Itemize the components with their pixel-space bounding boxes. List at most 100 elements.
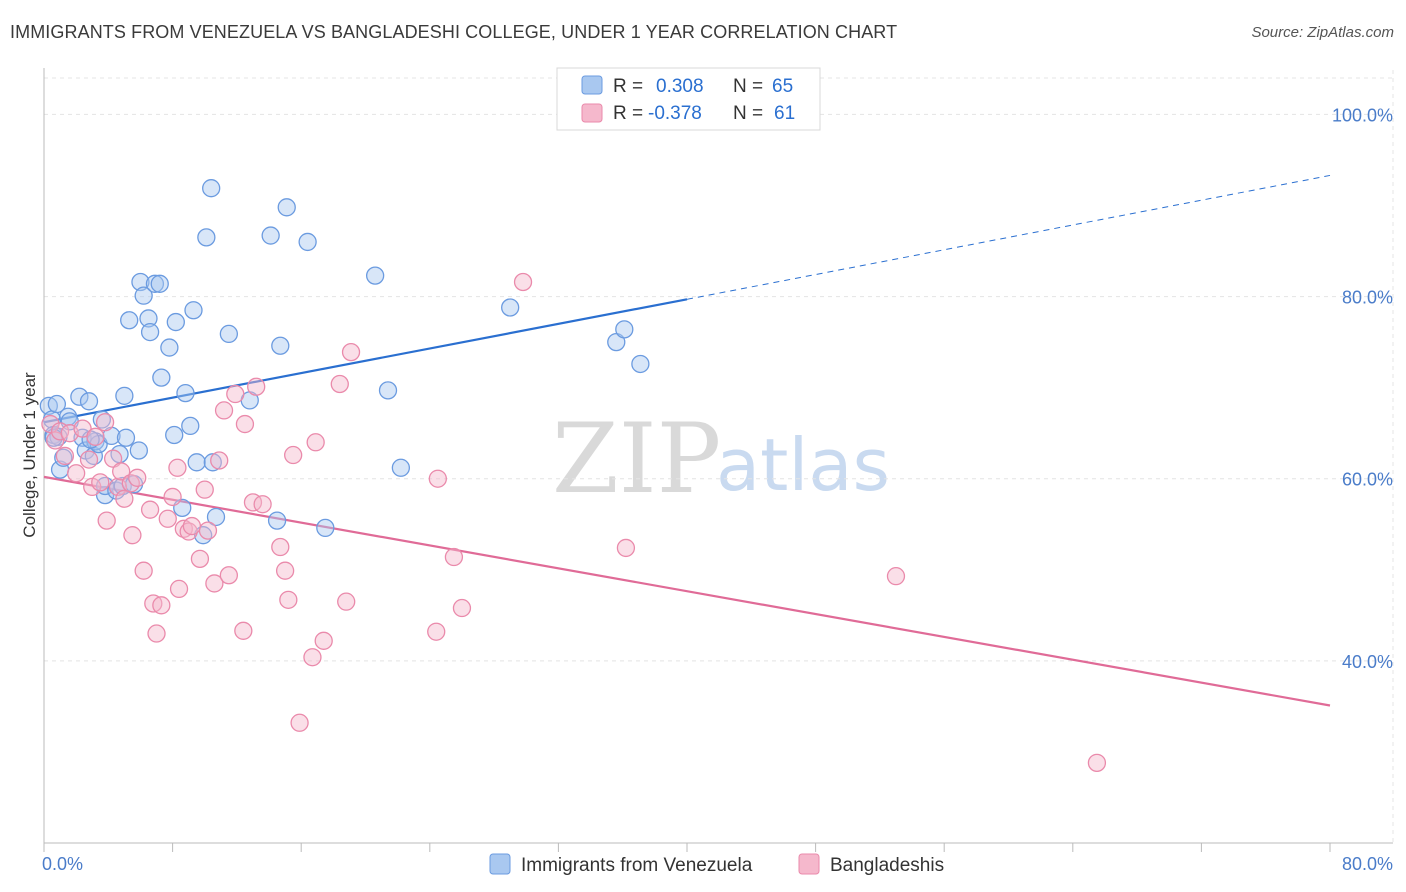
bangladeshi-point-61: [616, 538, 636, 558]
bangladeshi-point-3: [55, 446, 75, 466]
bangladeshi-point-6: [73, 419, 92, 438]
venezuela-point-42: [187, 453, 206, 472]
legend-n-value-blue: 65: [772, 76, 793, 97]
venezuela-point-33: [150, 274, 169, 293]
bangladeshi-point-15: [112, 462, 131, 481]
venezuela-point-41: [184, 301, 203, 320]
bangladeshi-point-27: [168, 458, 187, 477]
venezuela-point-54: [298, 232, 317, 252]
bangladeshi-point-48: [284, 445, 303, 465]
bangladeshi-point-10: [91, 473, 110, 492]
venezuela-point-56: [365, 266, 385, 285]
bangladeshi-point-16: [115, 489, 134, 508]
venezuela-point-59: [501, 298, 520, 317]
bangladeshi-point-63: [1087, 753, 1107, 773]
y-axis-label: College, Under 1 year: [20, 372, 39, 538]
bangladeshi-point-39: [226, 384, 245, 404]
series-venezuela-points: [39, 179, 650, 545]
venezuela-point-35: [160, 338, 179, 357]
bangladeshi-point-59: [452, 598, 472, 618]
watermark-zip: ZIP: [552, 403, 721, 515]
venezuela-point-40: [181, 416, 200, 436]
venezuela-point-44: [197, 228, 216, 247]
venezuela-point-48: [219, 324, 239, 344]
bangladeshi-point-25: [158, 509, 177, 528]
venezuela-point-28: [131, 272, 150, 292]
bangladeshi-point-26: [163, 487, 182, 507]
bangladeshi-point-60: [513, 272, 533, 292]
venezuela-point-29: [134, 286, 153, 305]
bangladeshi-point-37: [214, 401, 234, 420]
bangladeshi-point-20: [134, 561, 153, 580]
legend-swatch-venezuela: [489, 853, 511, 875]
y-tick-label-3: 100.0%: [1332, 105, 1393, 125]
axes: [43, 68, 1393, 852]
bangladeshi-point-12: [97, 511, 116, 530]
legend-n-label-pink: N =: [733, 103, 763, 124]
legend-stats-swatch-blue: [581, 75, 603, 95]
legend-r-value-pink: -0.378: [648, 103, 702, 124]
watermark-atlas: atlas: [716, 423, 890, 507]
y-tick-label-0: 40.0%: [1342, 652, 1393, 672]
chart-title: IMMIGRANTS FROM VENEZUELA VS BANGLADESHI…: [10, 22, 898, 42]
legend-stats: R = 0.308 N = 65 R = -0.378 N = 61: [556, 67, 821, 131]
bangladeshi-point-23: [147, 624, 166, 643]
venezuela-point-12: [79, 392, 99, 411]
venezuela-point-34: [152, 368, 171, 387]
bangladeshi-point-30: [179, 522, 198, 541]
venezuela-point-16: [92, 410, 112, 429]
legend-n-label-blue: N =: [733, 76, 763, 97]
bangladeshi-point-36: [210, 451, 229, 470]
legend-swatch-bangladeshi: [798, 853, 820, 875]
venezuela-point-39: [176, 383, 195, 403]
bangladeshi-point-51: [330, 374, 349, 394]
bangladeshi-point-62: [886, 567, 906, 586]
x-tick-label-min: 0.0%: [42, 854, 83, 874]
venezuela-point-3: [47, 394, 67, 414]
trendline-bangladeshi: [43, 475, 1331, 707]
venezuela-point-46: [203, 453, 222, 472]
venezuela-point-32: [145, 274, 165, 293]
venezuela-point-31: [140, 322, 160, 342]
venezuela-point-57: [378, 381, 398, 400]
bangladeshi-point-21: [140, 500, 160, 519]
y-tick-label-1: 60.0%: [1342, 470, 1393, 490]
trend-lines: [43, 174, 1331, 707]
venezuela-point-45: [202, 179, 221, 198]
venezuela-point-30: [139, 309, 158, 328]
venezuela-point-53: [277, 198, 296, 217]
venezuela-point-51: [267, 511, 287, 530]
bangladeshi-point-58: [444, 547, 464, 567]
bangladeshi-point-9: [86, 427, 105, 446]
trendline-venezuela-solid: [43, 298, 688, 424]
venezuela-point-23: [115, 386, 134, 405]
legend-r-label-pink: R =: [613, 103, 643, 124]
bangladeshi-point-33: [195, 480, 214, 499]
bangladeshi-point-57: [428, 469, 447, 488]
venezuela-point-25: [120, 311, 139, 330]
venezuela-point-58: [391, 458, 411, 477]
bangladeshi-point-41: [235, 414, 255, 434]
venezuela-point-9: [70, 387, 89, 406]
legend-label-venezuela: Immigrants from Venezuela: [521, 855, 753, 876]
bangladeshi-point-47: [279, 590, 298, 609]
watermark: ZIP atlas: [552, 403, 890, 515]
bangladeshi-point-24: [152, 596, 171, 615]
venezuela-point-47: [206, 507, 226, 527]
y-tick-labels: 40.0% 60.0% 80.0% 100.0%: [1332, 105, 1393, 671]
bangladeshi-point-19: [128, 468, 147, 487]
legend-r-label-blue: R =: [613, 76, 643, 97]
series-bangladeshi-points: [41, 272, 1107, 773]
bangladeshi-point-55: [314, 631, 333, 650]
bangladeshi-point-46: [275, 561, 295, 580]
bangladeshi-point-1: [46, 431, 65, 450]
bangladeshi-point-7: [79, 450, 99, 469]
legend-stats-swatch-pink: [581, 103, 603, 123]
bangladeshi-point-45: [271, 537, 290, 557]
bangladeshi-point-53: [341, 342, 361, 362]
bangladeshi-point-5: [67, 464, 86, 483]
venezuela-point-37: [166, 312, 185, 332]
bangladeshi-point-44: [253, 495, 272, 514]
legend-label-bangladeshi: Bangladeshis: [830, 855, 944, 876]
